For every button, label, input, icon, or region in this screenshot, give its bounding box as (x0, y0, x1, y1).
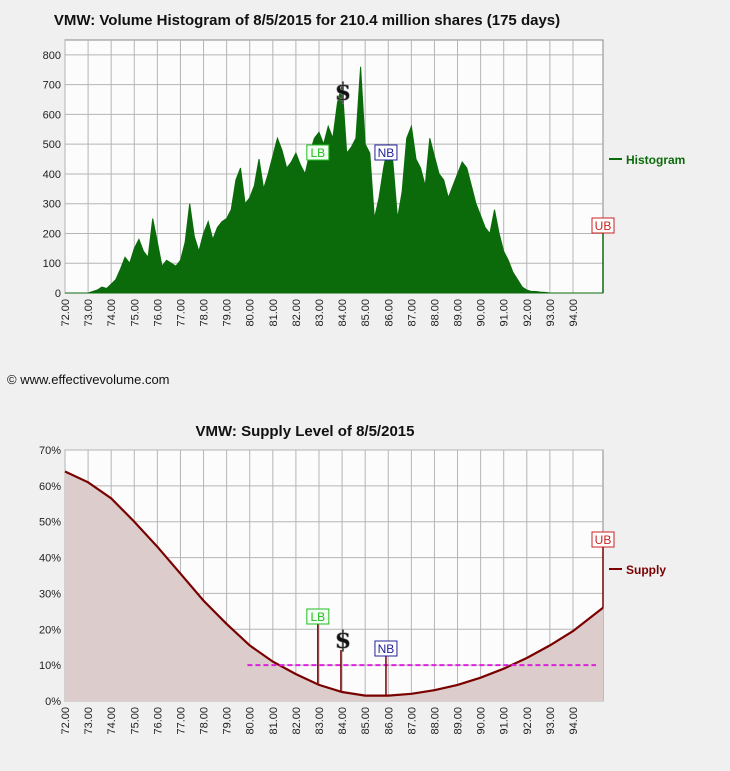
y-tick-label: 50% (39, 517, 61, 529)
x-tick-label: 80.00 (245, 299, 257, 327)
histogram-markers: LB NB UB $ (306, 77, 615, 293)
x-tick-label: 81.00 (268, 299, 280, 327)
supply-series (64, 470, 604, 701)
supply-legend: Supply (609, 563, 666, 577)
x-tick-label: 79.00 (222, 707, 234, 735)
x-tick-label: 80.00 (245, 707, 257, 735)
lb-box (306, 608, 330, 625)
y-tick-label: 40% (39, 553, 61, 565)
x-tick-label: 89.00 (453, 707, 465, 735)
x-tick-label: 84.00 (337, 707, 349, 735)
x-tick-label: 91.00 (499, 707, 511, 735)
x-tick-label: 84.00 (337, 299, 349, 327)
ub-box (591, 531, 615, 548)
x-tick-label: 90.00 (476, 299, 488, 327)
nb-box (374, 144, 398, 161)
y-tick-label: 30% (39, 588, 61, 600)
copyright-text: © www.effectivevolume.com (7, 372, 170, 387)
y-tick-label: 60% (39, 481, 61, 493)
x-tick-label: 74.00 (106, 299, 118, 327)
dollar-marker: $ (335, 625, 352, 654)
y-tick-label: 70% (39, 445, 61, 457)
x-tick-label: 83.00 (314, 299, 326, 327)
x-tick-label: 91.00 (499, 299, 511, 327)
x-tick-label: 89.00 (453, 299, 465, 327)
supply-line (64, 470, 604, 697)
supply-legend-label: Supply (626, 563, 666, 577)
x-tick-label: 76.00 (152, 707, 164, 735)
x-tick-label: 94.00 (568, 707, 580, 735)
y-tick-label: 100 (43, 258, 61, 270)
x-tick-label: 90.00 (476, 707, 488, 735)
y-tick-label: 400 (43, 169, 61, 181)
y-tick-label: 800 (43, 50, 61, 62)
histogram-x-axis: 72.00 73.00 74.00 75.00 76.00 77.00 78.00 79.00… (60, 299, 580, 327)
supply-area (65, 471, 603, 701)
x-tick-label: 72.00 (60, 299, 72, 327)
ub-label: UB (595, 533, 612, 547)
ub-box (591, 217, 615, 234)
x-tick-label: 77.00 (175, 299, 187, 327)
x-tick-label: 85.00 (360, 299, 372, 327)
nb-box (374, 640, 398, 657)
y-tick-label: 600 (43, 109, 61, 121)
x-tick-label: 86.00 (383, 299, 395, 327)
x-tick-label: 77.00 (175, 707, 187, 735)
x-tick-label: 86.00 (383, 707, 395, 735)
x-tick-label: 83.00 (314, 707, 326, 735)
histogram-area (65, 66, 603, 294)
supply-x-axis: 72.00 73.00 74.00 75.00 76.00 77.00 78.00 79.00… (60, 707, 580, 735)
x-tick-label: 78.00 (199, 299, 211, 327)
x-tick-label: 81.00 (268, 707, 280, 735)
supply-markers: LB NB UB $ (306, 531, 615, 696)
x-tick-label: 73.00 (83, 299, 95, 327)
x-tick-label: 82.00 (291, 299, 303, 327)
histogram-series (65, 66, 603, 294)
histogram-y-axis: 0 100 200 300 400 500 600 700 800 (43, 50, 61, 300)
histogram-legend-label: Histogram (626, 153, 685, 167)
x-tick-label: 92.00 (522, 299, 534, 327)
ub-label: UB (595, 219, 612, 233)
y-tick-label: 10% (39, 660, 61, 672)
nb-label: NB (378, 146, 395, 160)
x-tick-label: 76.00 (152, 299, 164, 327)
x-tick-label: 85.00 (360, 707, 372, 735)
x-tick-label: 75.00 (129, 707, 141, 735)
x-tick-label: 88.00 (429, 299, 441, 327)
lb-label: LB (310, 610, 325, 624)
x-tick-label: 87.00 (406, 707, 418, 735)
x-tick-label: 87.00 (406, 299, 418, 327)
x-tick-label: 82.00 (291, 707, 303, 735)
y-tick-label: 700 (43, 80, 61, 92)
nb-label: NB (378, 642, 395, 656)
y-tick-label: 20% (39, 624, 61, 636)
y-tick-label: 300 (43, 199, 61, 211)
x-tick-label: 93.00 (545, 707, 557, 735)
x-tick-label: 79.00 (222, 299, 234, 327)
x-tick-label: 75.00 (129, 299, 141, 327)
lb-box (306, 144, 330, 161)
x-tick-label: 92.00 (522, 707, 534, 735)
supply-title: VMW: Supply Level of 8/5/2015 (196, 423, 415, 440)
x-tick-label: 73.00 (83, 707, 95, 735)
y-tick-label: 200 (43, 228, 61, 240)
x-tick-label: 88.00 (429, 707, 441, 735)
lb-label: LB (310, 146, 325, 160)
supply-y-axis: 0% 10% 20% 30% 40% 50% 60% 70% (39, 445, 61, 708)
x-tick-label: 72.00 (60, 707, 72, 735)
y-tick-label: 0 (55, 288, 61, 300)
histogram-title: VMW: Volume Histogram of 8/5/2015 for 21… (54, 12, 560, 29)
supply-chart: VMW: Supply Level of 8/5/2015 0% 10% 20% 30… (39, 423, 666, 735)
histogram-chart: VMW: Volume Histogram of 8/5/2015 for 21… (43, 12, 686, 327)
x-tick-label: 74.00 (106, 707, 118, 735)
x-tick-label: 93.00 (545, 299, 557, 327)
y-tick-label: 500 (43, 139, 61, 151)
x-tick-label: 94.00 (568, 299, 580, 327)
y-tick-label: 0% (45, 696, 61, 708)
dollar-marker: $ (335, 77, 352, 106)
histogram-legend: Histogram (609, 153, 685, 167)
x-tick-label: 78.00 (199, 707, 211, 735)
